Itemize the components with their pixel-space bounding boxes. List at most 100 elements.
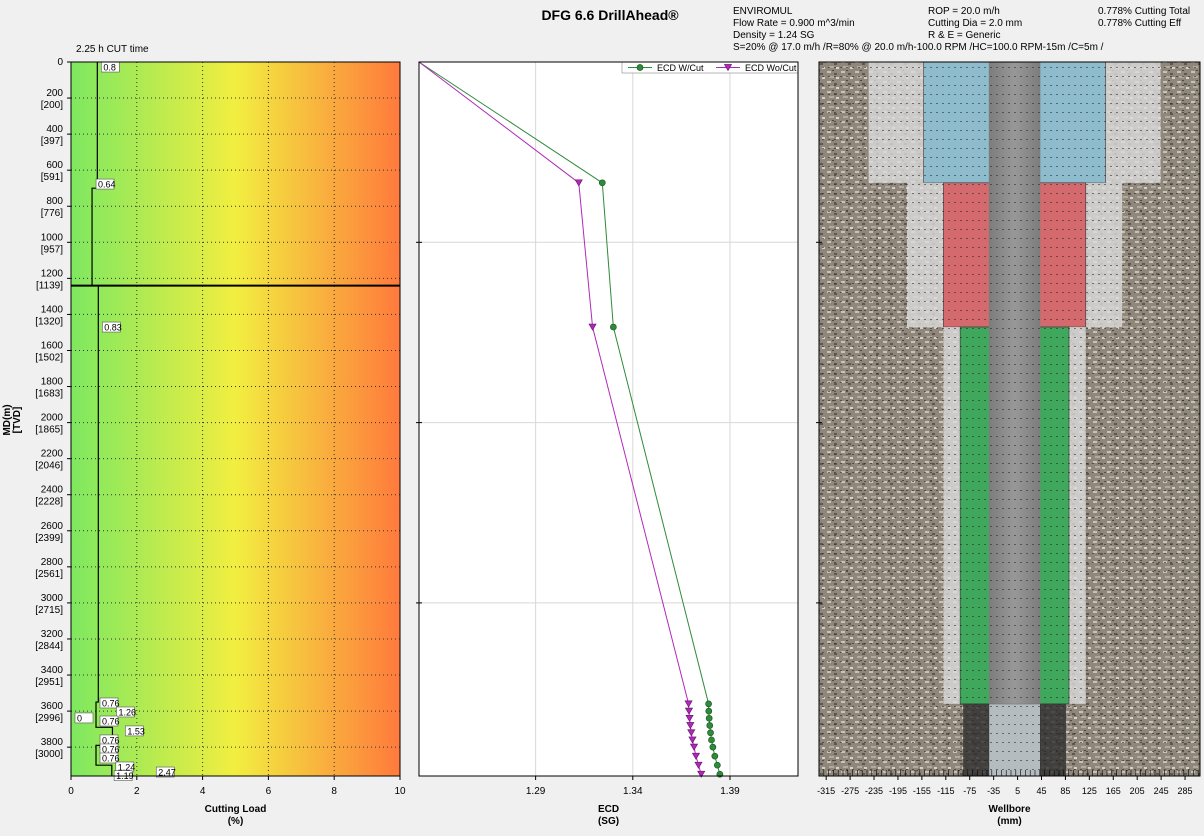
data-label: 0.83	[104, 323, 122, 333]
x-tick-label: 10	[394, 786, 406, 797]
y-tick-label-tvd: [957]	[41, 244, 63, 255]
marker	[706, 715, 712, 721]
marker	[599, 180, 605, 186]
data-label: 0.64	[98, 180, 116, 190]
x-tick-label: 45	[1036, 786, 1046, 796]
y-tick-label: 600	[46, 160, 63, 171]
x-axis-unit: (%)	[228, 816, 244, 827]
y-tick-label-tvd: [397]	[41, 136, 63, 147]
x-tick-label: -35	[987, 786, 1000, 796]
marker	[710, 744, 716, 750]
y-tick-label-tvd: [591]	[41, 172, 63, 183]
x-tick-label: 1.34	[623, 786, 643, 797]
plot-background	[419, 62, 798, 776]
y-tick-label-tvd: [2561]	[35, 569, 63, 580]
y-tick-label-tvd: [1683]	[35, 389, 63, 400]
y-tick-label: 1400	[41, 304, 64, 315]
y-tick-label: 0	[57, 57, 63, 68]
x-tick-label: 245	[1154, 786, 1169, 796]
y-tick-label-tvd: [2046]	[35, 461, 63, 472]
data-label: 0.76	[102, 717, 120, 727]
y-tick-label: 3000	[41, 593, 64, 604]
x-tick-label: 1.29	[526, 786, 546, 797]
legend-label: ECD W/Cut	[657, 63, 704, 73]
y-tick-label: 2600	[41, 521, 64, 532]
x-tick-label: -195	[889, 786, 907, 796]
cut-time: 2.25 h CUT time	[76, 44, 149, 55]
data-label: 0.8	[103, 63, 116, 73]
info: 0.778% Cutting Total	[1098, 6, 1190, 17]
y-tick-label-tvd: [2715]	[35, 605, 63, 616]
marker	[708, 730, 714, 736]
y-tick-label: 3400	[41, 665, 64, 676]
y-tick-label-tvd: [1502]	[35, 352, 63, 363]
x-tick-label: 6	[266, 786, 272, 797]
legend: ECD W/Cut ECD Wo/Cut	[622, 62, 798, 73]
x-tick-label: 125	[1082, 786, 1097, 796]
x-tick-label: -315	[817, 786, 835, 796]
y-tick-label-tvd: [2951]	[35, 677, 63, 688]
y-tick-label: 1000	[41, 232, 64, 243]
y-tick-label: 1600	[41, 340, 64, 351]
app-title: DFG 6.6 DrillAhead®	[541, 7, 679, 23]
legend-label: ECD Wo/Cut	[745, 63, 797, 73]
dot-overlay	[819, 62, 1200, 776]
x-tick-label: -235	[865, 786, 883, 796]
y-tick-label: 400	[46, 124, 63, 135]
y-tick-label-tvd: [1320]	[35, 316, 63, 327]
y-tick-label: 1200	[41, 268, 64, 279]
data-label: 1.26	[118, 707, 136, 717]
info: ENVIROMUL	[733, 6, 793, 17]
y-tick-label: 2400	[41, 485, 64, 496]
x-tick-label: -75	[963, 786, 976, 796]
y-tick-label-tvd: [2228]	[35, 497, 63, 508]
data-label: 0	[77, 713, 82, 723]
x-axis-label: Wellbore	[988, 804, 1030, 815]
y-tick-label: 3600	[41, 701, 64, 712]
marker	[712, 753, 718, 759]
info: Density = 1.24 SG	[733, 30, 815, 41]
y-tick-label-tvd: [2399]	[35, 533, 63, 544]
marker	[706, 708, 712, 714]
x-tick-label: 2	[134, 786, 140, 797]
y-tick-label-tvd: [776]	[41, 208, 63, 219]
screen: DFG 6.6 DrillAhead® ENVIROMUL Flow Rate …	[0, 0, 1204, 836]
marker	[706, 701, 712, 707]
y-tick-label: 800	[46, 196, 63, 207]
x-axis-unit: (mm)	[997, 816, 1021, 827]
marker	[714, 762, 720, 768]
x-axis-label: ECD	[598, 804, 619, 815]
info: R & E = Generic	[928, 30, 1001, 41]
info: S=20% @ 17.0 m/h /R=80% @ 20.0 m/h-100.0…	[733, 42, 1104, 53]
y-tick-label: 3200	[41, 629, 64, 640]
y-tick-label-tvd: [200]	[41, 100, 63, 111]
y-tick-label: 200	[46, 88, 63, 99]
y-tick-label-tvd: [2996]	[35, 713, 63, 724]
x-axis-label: Cutting Load	[205, 804, 267, 815]
info: Cutting Dia = 2.0 mm	[928, 18, 1022, 29]
y-tick-label: 1800	[41, 377, 64, 388]
y-axis-label: [TVD]	[12, 407, 23, 434]
x-tick-label: -155	[913, 786, 931, 796]
x-tick-label: 5	[1015, 786, 1020, 796]
x-tick-label: 8	[331, 786, 337, 797]
x-tick-label: -275	[841, 786, 859, 796]
y-tick-label: 2200	[41, 449, 64, 460]
info: 0.778% Cutting Eff	[1098, 18, 1181, 29]
x-tick-label: 165	[1106, 786, 1121, 796]
marker	[707, 723, 713, 729]
info: ROP = 20.0 m/h	[928, 6, 1000, 17]
x-axis-unit: (SG)	[598, 816, 619, 827]
x-tick-label: 205	[1130, 786, 1145, 796]
y-tick-label: 2800	[41, 557, 64, 568]
y-tick-label-tvd: [3000]	[35, 749, 63, 760]
marker	[637, 65, 643, 71]
x-tick-label: 85	[1060, 786, 1070, 796]
info: Flow Rate = 0.900 m^3/min	[733, 18, 855, 29]
y-tick-label: 3800	[41, 737, 64, 748]
plot-background	[71, 62, 400, 776]
y-tick-label: 2000	[41, 413, 64, 424]
x-tick-label: 285	[1178, 786, 1193, 796]
y-tick-label-tvd: [2844]	[35, 641, 63, 652]
marker	[709, 737, 715, 743]
